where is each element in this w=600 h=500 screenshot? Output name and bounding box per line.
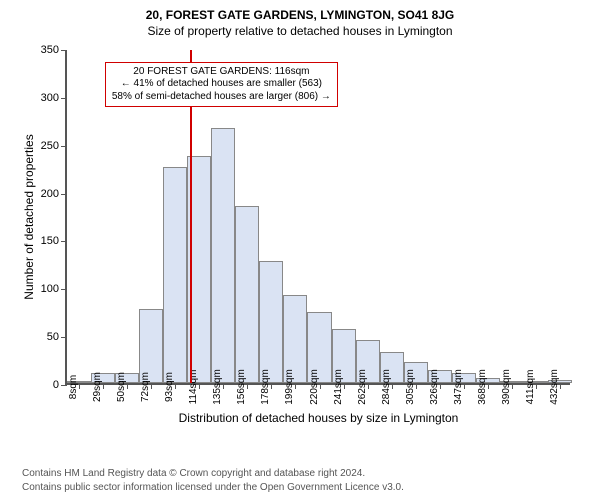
histogram-bar <box>259 261 283 384</box>
x-tick-label: 178sqm <box>260 369 271 405</box>
y-tick <box>61 50 67 51</box>
y-tick-label: 200 <box>41 188 59 200</box>
x-axis-label: Distribution of detached houses by size … <box>179 411 459 425</box>
x-tick-label: 411sqm <box>525 370 536 405</box>
histogram-bar <box>211 128 235 383</box>
footer-line-1: Contains HM Land Registry data © Crown c… <box>22 467 404 481</box>
x-tick <box>199 383 200 389</box>
x-tick <box>103 383 104 389</box>
x-tick <box>536 383 537 389</box>
x-tick-label: 156sqm <box>236 369 247 405</box>
y-tick-label: 150 <box>41 235 59 247</box>
x-tick-label: 8sqm <box>68 375 79 399</box>
x-tick-label: 326sqm <box>429 369 440 405</box>
y-tick-label: 0 <box>53 379 59 391</box>
x-tick <box>79 383 80 389</box>
plot-area: Number of detached properties Distributi… <box>65 50 570 385</box>
chart-title: 20, FOREST GATE GARDENS, LYMINGTON, SO41… <box>10 8 590 22</box>
y-tick <box>61 289 67 290</box>
annotation-line: ← 41% of detached houses are smaller (56… <box>112 78 331 91</box>
histogram-bar <box>235 206 259 383</box>
x-tick-label: 135sqm <box>212 369 223 405</box>
y-tick-label: 250 <box>41 140 59 152</box>
y-tick-label: 100 <box>41 283 59 295</box>
chart-container: 20, FOREST GATE GARDENS, LYMINGTON, SO41… <box>10 8 590 438</box>
y-tick <box>61 194 67 195</box>
x-tick <box>175 383 176 389</box>
x-tick-label: 305sqm <box>405 369 416 405</box>
x-tick <box>560 383 561 389</box>
y-tick <box>61 337 67 338</box>
y-tick <box>61 146 67 147</box>
annotation-line: 58% of semi-detached houses are larger (… <box>112 91 331 104</box>
x-tick-label: 390sqm <box>501 369 512 405</box>
y-tick-label: 350 <box>41 44 59 56</box>
y-axis-label: Number of detached properties <box>22 134 36 299</box>
x-tick-label: 432sqm <box>549 369 560 405</box>
x-tick <box>127 383 128 389</box>
x-tick-label: 199sqm <box>284 369 295 405</box>
x-tick <box>295 383 296 389</box>
x-tick-label: 241sqm <box>333 369 344 405</box>
y-tick <box>61 241 67 242</box>
x-tick <box>271 383 272 389</box>
x-tick <box>512 383 513 389</box>
x-tick-label: 220sqm <box>309 369 320 405</box>
x-tick <box>151 383 152 389</box>
histogram-bar <box>163 167 187 383</box>
x-tick-label: 29sqm <box>92 372 103 402</box>
x-tick-label: 284sqm <box>381 369 392 405</box>
y-tick-label: 300 <box>41 92 59 104</box>
y-tick-label: 50 <box>47 331 59 343</box>
x-tick-label: 93sqm <box>164 372 175 402</box>
y-tick <box>61 385 67 386</box>
x-tick <box>223 383 224 389</box>
x-tick-label: 50sqm <box>116 372 127 402</box>
footer: Contains HM Land Registry data © Crown c… <box>22 467 404 494</box>
x-tick-label: 262sqm <box>357 369 368 405</box>
x-tick-label: 72sqm <box>140 372 151 402</box>
annotation-box: 20 FOREST GATE GARDENS: 116sqm← 41% of d… <box>105 62 338 108</box>
annotation-line: 20 FOREST GATE GARDENS: 116sqm <box>112 66 331 79</box>
x-tick-label: 347sqm <box>453 369 464 405</box>
y-tick <box>61 98 67 99</box>
footer-line-2: Contains public sector information licen… <box>22 481 404 495</box>
chart-subtitle: Size of property relative to detached ho… <box>10 24 590 38</box>
x-tick <box>247 383 248 389</box>
x-tick-label: 368sqm <box>477 369 488 405</box>
